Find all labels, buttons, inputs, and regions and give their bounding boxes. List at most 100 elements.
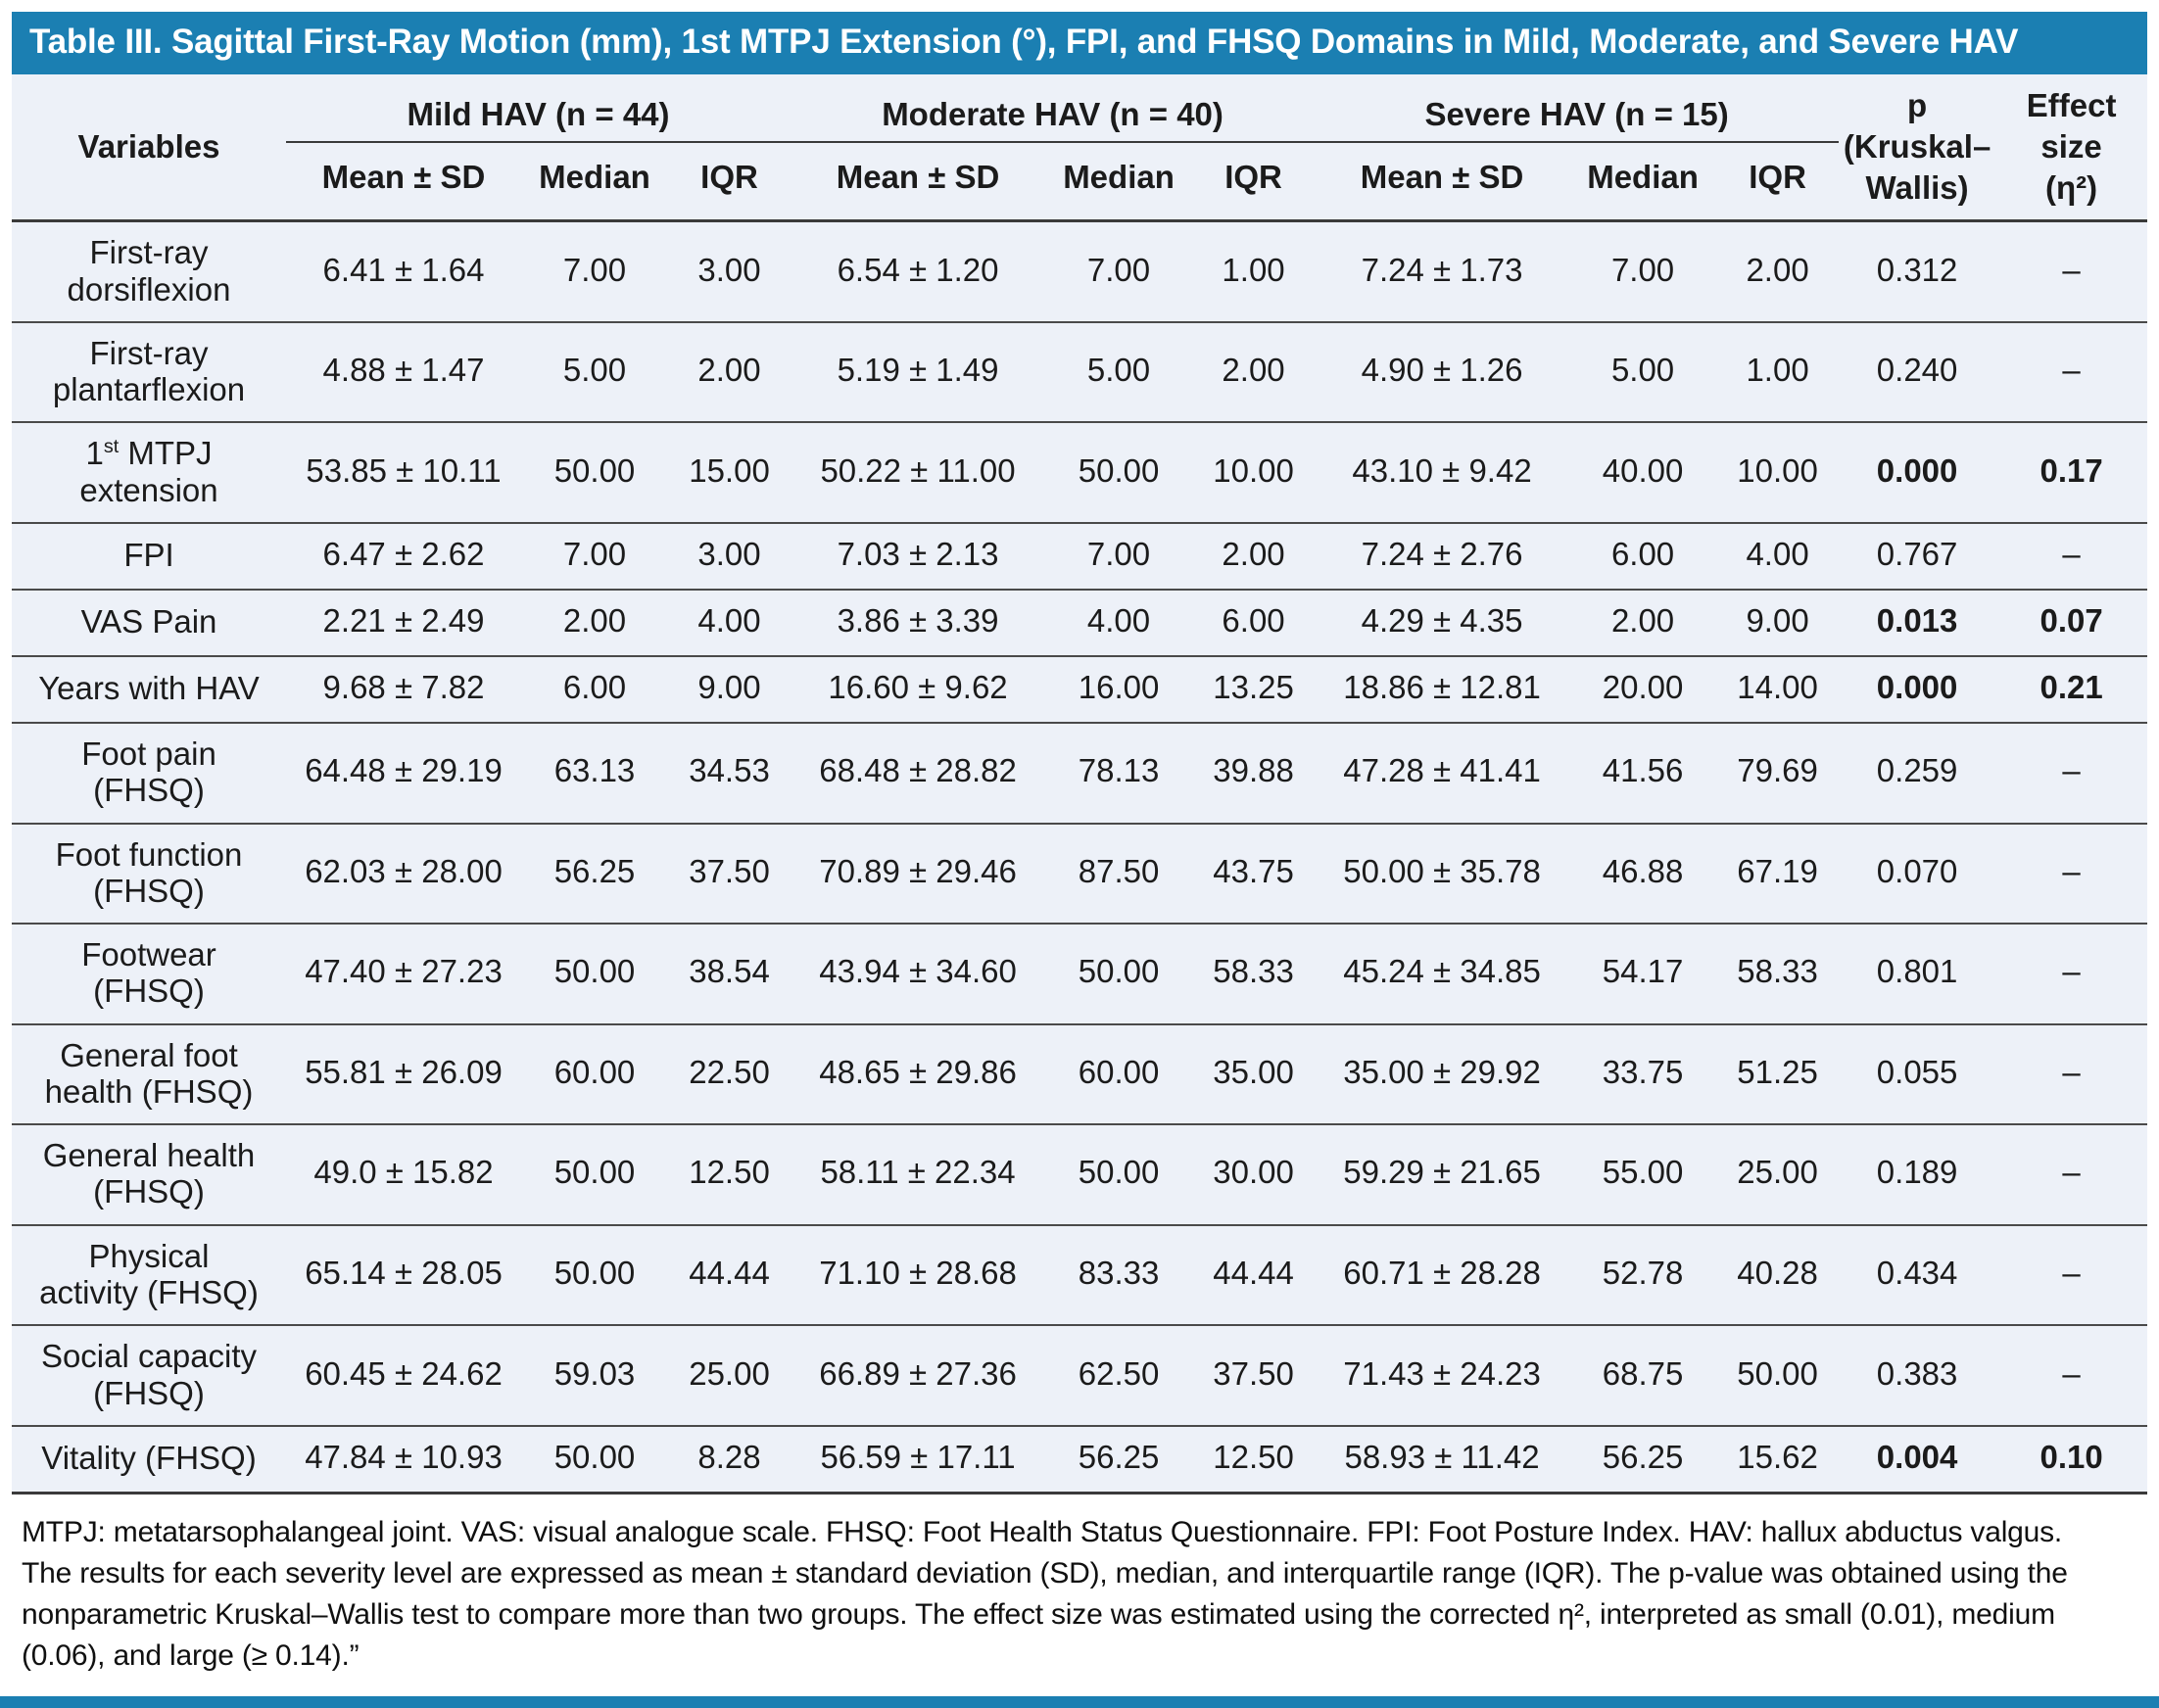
- value-cell: 54.17: [1569, 924, 1717, 1025]
- value-cell: 7.24 ± 2.76: [1315, 522, 1570, 591]
- effect-size-cell: 0.17: [1995, 422, 2148, 524]
- value-cell: 12.50: [1192, 1425, 1316, 1494]
- row-label: Years with HAV: [12, 655, 286, 724]
- p-value-cell: 0.189: [1839, 1124, 1996, 1226]
- value-cell: 5.00: [1569, 321, 1717, 424]
- effect-size-cell: –: [1995, 1124, 2148, 1226]
- p-value-cell: 0.055: [1839, 1023, 1996, 1126]
- value-cell: 9.68 ± 7.82: [286, 655, 521, 724]
- value-cell: 50.00: [1716, 1325, 1840, 1427]
- value-cell: 3.00: [668, 220, 792, 323]
- value-cell: 3.86 ± 3.39: [791, 589, 1046, 657]
- subheader-mean-sd-mild: Mean ± SD: [286, 142, 521, 223]
- table-row: Years with HAV 9.68 ± 7.82 6.00 9.00 16.60 ±…: [12, 655, 2148, 724]
- value-cell: 65.14 ± 28.05: [286, 1224, 521, 1327]
- p-value-cell: 0.013: [1839, 589, 1996, 657]
- table-row: VAS Pain 2.21 ± 2.49 2.00 4.00 3.86 ± 3.39 4.…: [12, 589, 2148, 657]
- value-cell: 4.88 ± 1.47: [286, 321, 521, 424]
- table-row: Foot function (FHSQ) 62.03 ± 28.00 56.25 37.…: [12, 823, 2148, 925]
- value-cell: 2.00: [1716, 220, 1840, 323]
- value-cell: 56.25: [1045, 1425, 1193, 1494]
- row-label: Vitality (FHSQ): [12, 1425, 286, 1494]
- footnotes: MTPJ: metatarsophalangeal joint. VAS: vi…: [12, 1494, 2147, 1684]
- value-cell: 55.81 ± 26.09: [286, 1023, 521, 1126]
- value-cell: 64.48 ± 29.19: [286, 722, 521, 825]
- subheader-median-mild: Median: [521, 142, 668, 223]
- row-label: First-ray dorsiflexion: [12, 220, 286, 323]
- p-value-cell: 0.383: [1839, 1325, 1996, 1427]
- value-cell: 62.03 ± 28.00: [286, 823, 521, 925]
- p-header-line: p: [1907, 86, 1928, 123]
- value-cell: 12.50: [668, 1124, 792, 1226]
- value-cell: 58.11 ± 22.34: [791, 1124, 1046, 1226]
- value-cell: 40.28: [1716, 1224, 1840, 1327]
- value-cell: 22.50: [668, 1023, 792, 1126]
- value-cell: 5.19 ± 1.49: [791, 321, 1046, 424]
- value-cell: 38.54: [668, 924, 792, 1025]
- value-cell: 13.25: [1192, 655, 1316, 724]
- value-cell: 6.41 ± 1.64: [286, 220, 521, 323]
- value-cell: 58.93 ± 11.42: [1315, 1425, 1570, 1494]
- effect-size-cell: 0.07: [1995, 589, 2148, 657]
- value-cell: 83.33: [1045, 1224, 1193, 1327]
- group-header-mild: Mild HAV (n = 44): [286, 74, 792, 144]
- data-table: Variables Mild HAV (n = 44) Moderate HAV…: [12, 74, 2148, 1494]
- value-cell: 40.00: [1569, 422, 1717, 524]
- table-row: FPI 6.47 ± 2.62 7.00 3.00 7.03 ± 2.13 7.00 2.0…: [12, 522, 2148, 591]
- table-title: Table III. Sagittal First-Ray Motion (mm…: [12, 12, 2147, 75]
- value-cell: 18.86 ± 12.81: [1315, 655, 1570, 724]
- value-cell: 7.00: [1045, 522, 1193, 591]
- value-cell: 62.50: [1045, 1325, 1193, 1427]
- header-sub-row: Mean ± SD Median IQR Mean ± SD Median IQ…: [12, 142, 2147, 223]
- effect-size-cell: –: [1995, 924, 2148, 1025]
- row-label: Social capacity (FHSQ): [12, 1325, 286, 1427]
- row-label: 1st MTPJ extension: [12, 422, 286, 524]
- p-value-cell: 0.000: [1839, 422, 1996, 524]
- value-cell: 60.45 ± 24.62: [286, 1325, 521, 1427]
- p-header-line: (Kruskal–: [1843, 128, 1991, 166]
- value-cell: 50.00 ± 35.78: [1315, 823, 1570, 925]
- value-cell: 6.00: [521, 655, 668, 724]
- table-row: Physical activity (FHSQ) 65.14 ± 28.05 50.0…: [12, 1224, 2148, 1327]
- subheader-iqr-moderate: IQR: [1192, 142, 1316, 223]
- value-cell: 15.62: [1716, 1425, 1840, 1494]
- value-cell: 4.00: [668, 589, 792, 657]
- value-cell: 44.44: [1192, 1224, 1316, 1327]
- value-cell: 49.0 ± 15.82: [286, 1124, 521, 1226]
- effect-size-cell: –: [1995, 823, 2148, 925]
- value-cell: 46.88: [1569, 823, 1717, 925]
- group-header-severe: Severe HAV (n = 15): [1315, 74, 1840, 144]
- value-cell: 5.00: [521, 321, 668, 424]
- value-cell: 2.00: [668, 321, 792, 424]
- p-value-cell: 0.070: [1839, 823, 1996, 925]
- value-cell: 20.00: [1569, 655, 1717, 724]
- value-cell: 43.75: [1192, 823, 1316, 925]
- value-cell: 2.00: [521, 589, 668, 657]
- p-value-cell: 0.801: [1839, 924, 1996, 1025]
- value-cell: 1.00: [1192, 220, 1316, 323]
- effect-size-cell: –: [1995, 220, 2148, 323]
- row-label: FPI: [12, 522, 286, 591]
- value-cell: 7.24 ± 1.73: [1315, 220, 1570, 323]
- value-cell: 2.00: [1192, 522, 1316, 591]
- value-cell: 58.33: [1192, 924, 1316, 1025]
- value-cell: 39.88: [1192, 722, 1316, 825]
- row-label: VAS Pain: [12, 589, 286, 657]
- table-row: 1st MTPJ extension 53.85 ± 10.11 50.00 15.00…: [12, 422, 2148, 524]
- value-cell: 48.65 ± 29.86: [791, 1023, 1046, 1126]
- value-cell: 10.00: [1192, 422, 1316, 524]
- value-cell: 7.00: [1569, 220, 1717, 323]
- value-cell: 47.28 ± 41.41: [1315, 722, 1570, 825]
- group-header-moderate: Moderate HAV (n = 40): [791, 74, 1316, 144]
- row-label: Foot pain (FHSQ): [12, 722, 286, 825]
- value-cell: 58.33: [1716, 924, 1840, 1025]
- value-cell: 34.53: [668, 722, 792, 825]
- value-cell: 35.00 ± 29.92: [1315, 1023, 1570, 1126]
- value-cell: 50.00: [521, 422, 668, 524]
- value-cell: 60.71 ± 28.28: [1315, 1224, 1570, 1327]
- value-cell: 25.00: [668, 1325, 792, 1427]
- value-cell: 44.44: [668, 1224, 792, 1327]
- effect-size-cell: 0.21: [1995, 655, 2148, 724]
- value-cell: 2.00: [1192, 321, 1316, 424]
- value-cell: 47.40 ± 27.23: [286, 924, 521, 1025]
